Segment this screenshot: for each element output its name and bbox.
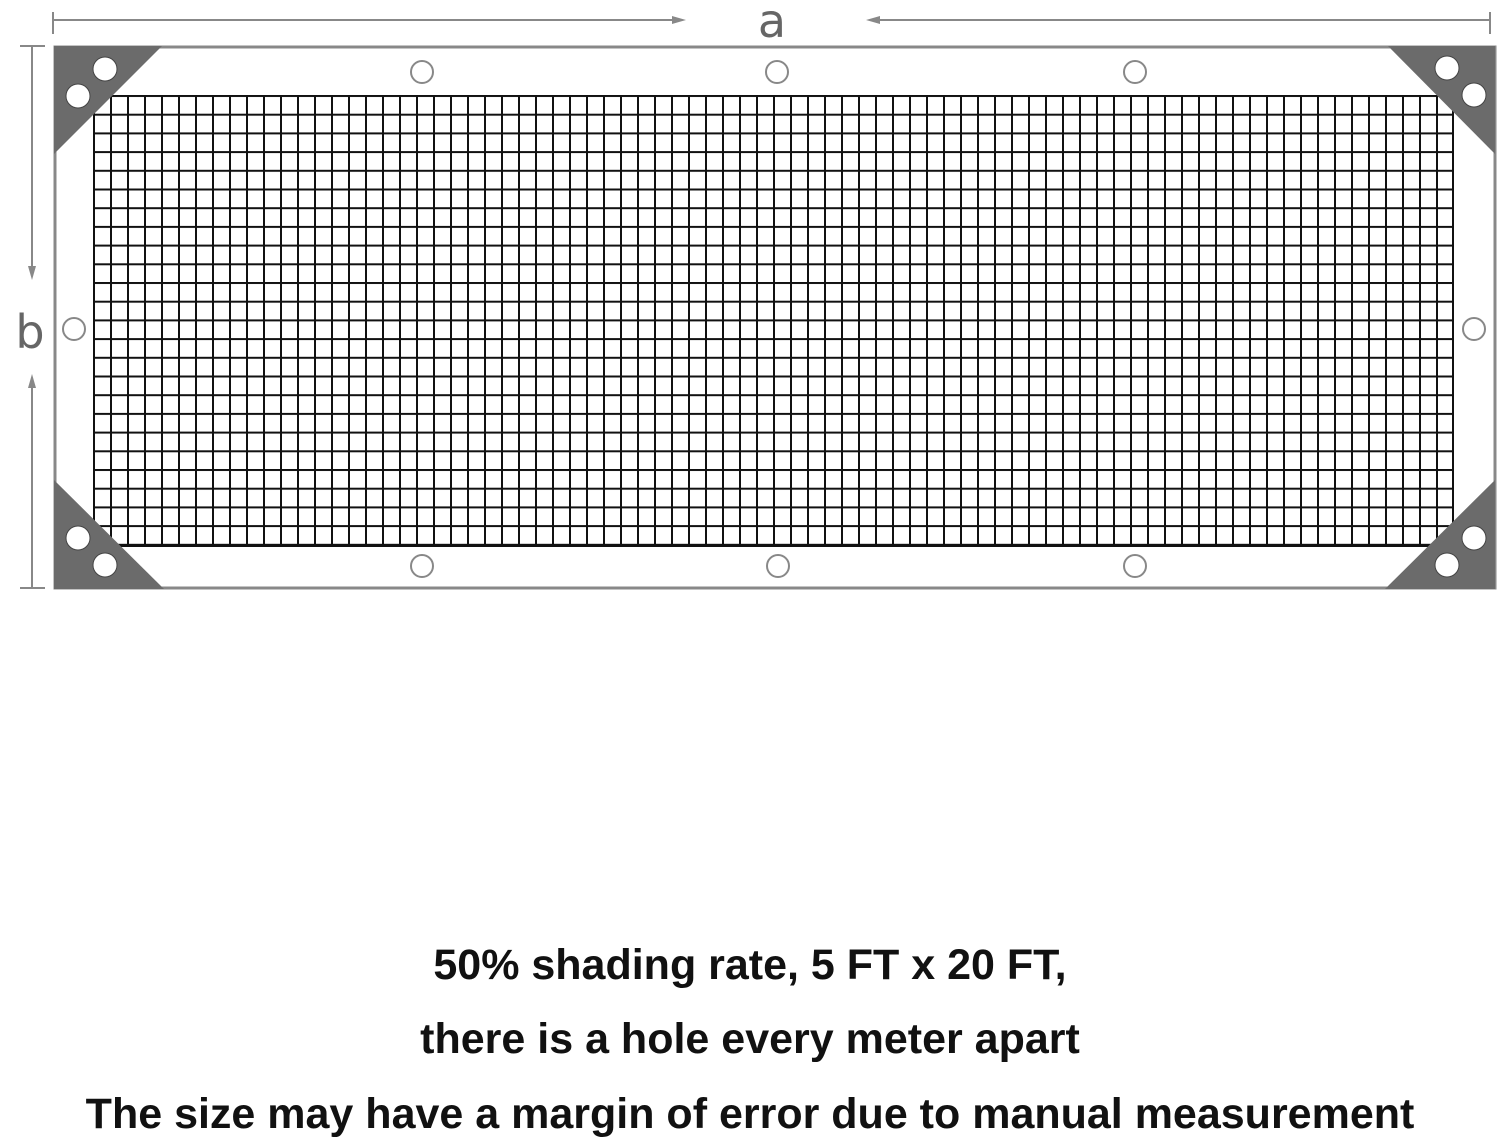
net-border: [53, 45, 1497, 590]
caption-disclaimer: The size may have a margin of error due …: [85, 1090, 1415, 1138]
corner-patch-bottom-left: [54, 480, 164, 589]
shade-net-diagram: a b: [15, 0, 1497, 590]
grommet-icon: [1462, 317, 1486, 341]
mesh-grid: [93, 95, 1454, 547]
corner-reinforcements: [54, 46, 1495, 589]
caption-hole-spacing: there is a hole every meter apart: [420, 1015, 1080, 1063]
grommet-icon: [410, 554, 434, 578]
grommets: [62, 60, 1486, 578]
grommet-icon: [1123, 554, 1147, 578]
caption-spec: 50% shading rate, 5 FT x 20 FT,: [433, 941, 1067, 989]
dimension-b: b: [15, 45, 45, 589]
corner-patch-top-left: [54, 46, 162, 154]
grommet-icon: [62, 317, 86, 341]
corner-patch-top-right: [1388, 46, 1495, 154]
corner-holes: [65, 55, 1487, 578]
dimension-a: a: [52, 0, 1491, 48]
grommet-icon: [1123, 60, 1147, 84]
grommet-icon: [765, 60, 789, 84]
dimension-label-a: a: [758, 0, 786, 48]
dimension-label-b: b: [15, 305, 44, 359]
corner-patch-bottom-right: [1385, 480, 1495, 589]
grommet-icon: [410, 60, 434, 84]
grommet-icon: [766, 554, 790, 578]
